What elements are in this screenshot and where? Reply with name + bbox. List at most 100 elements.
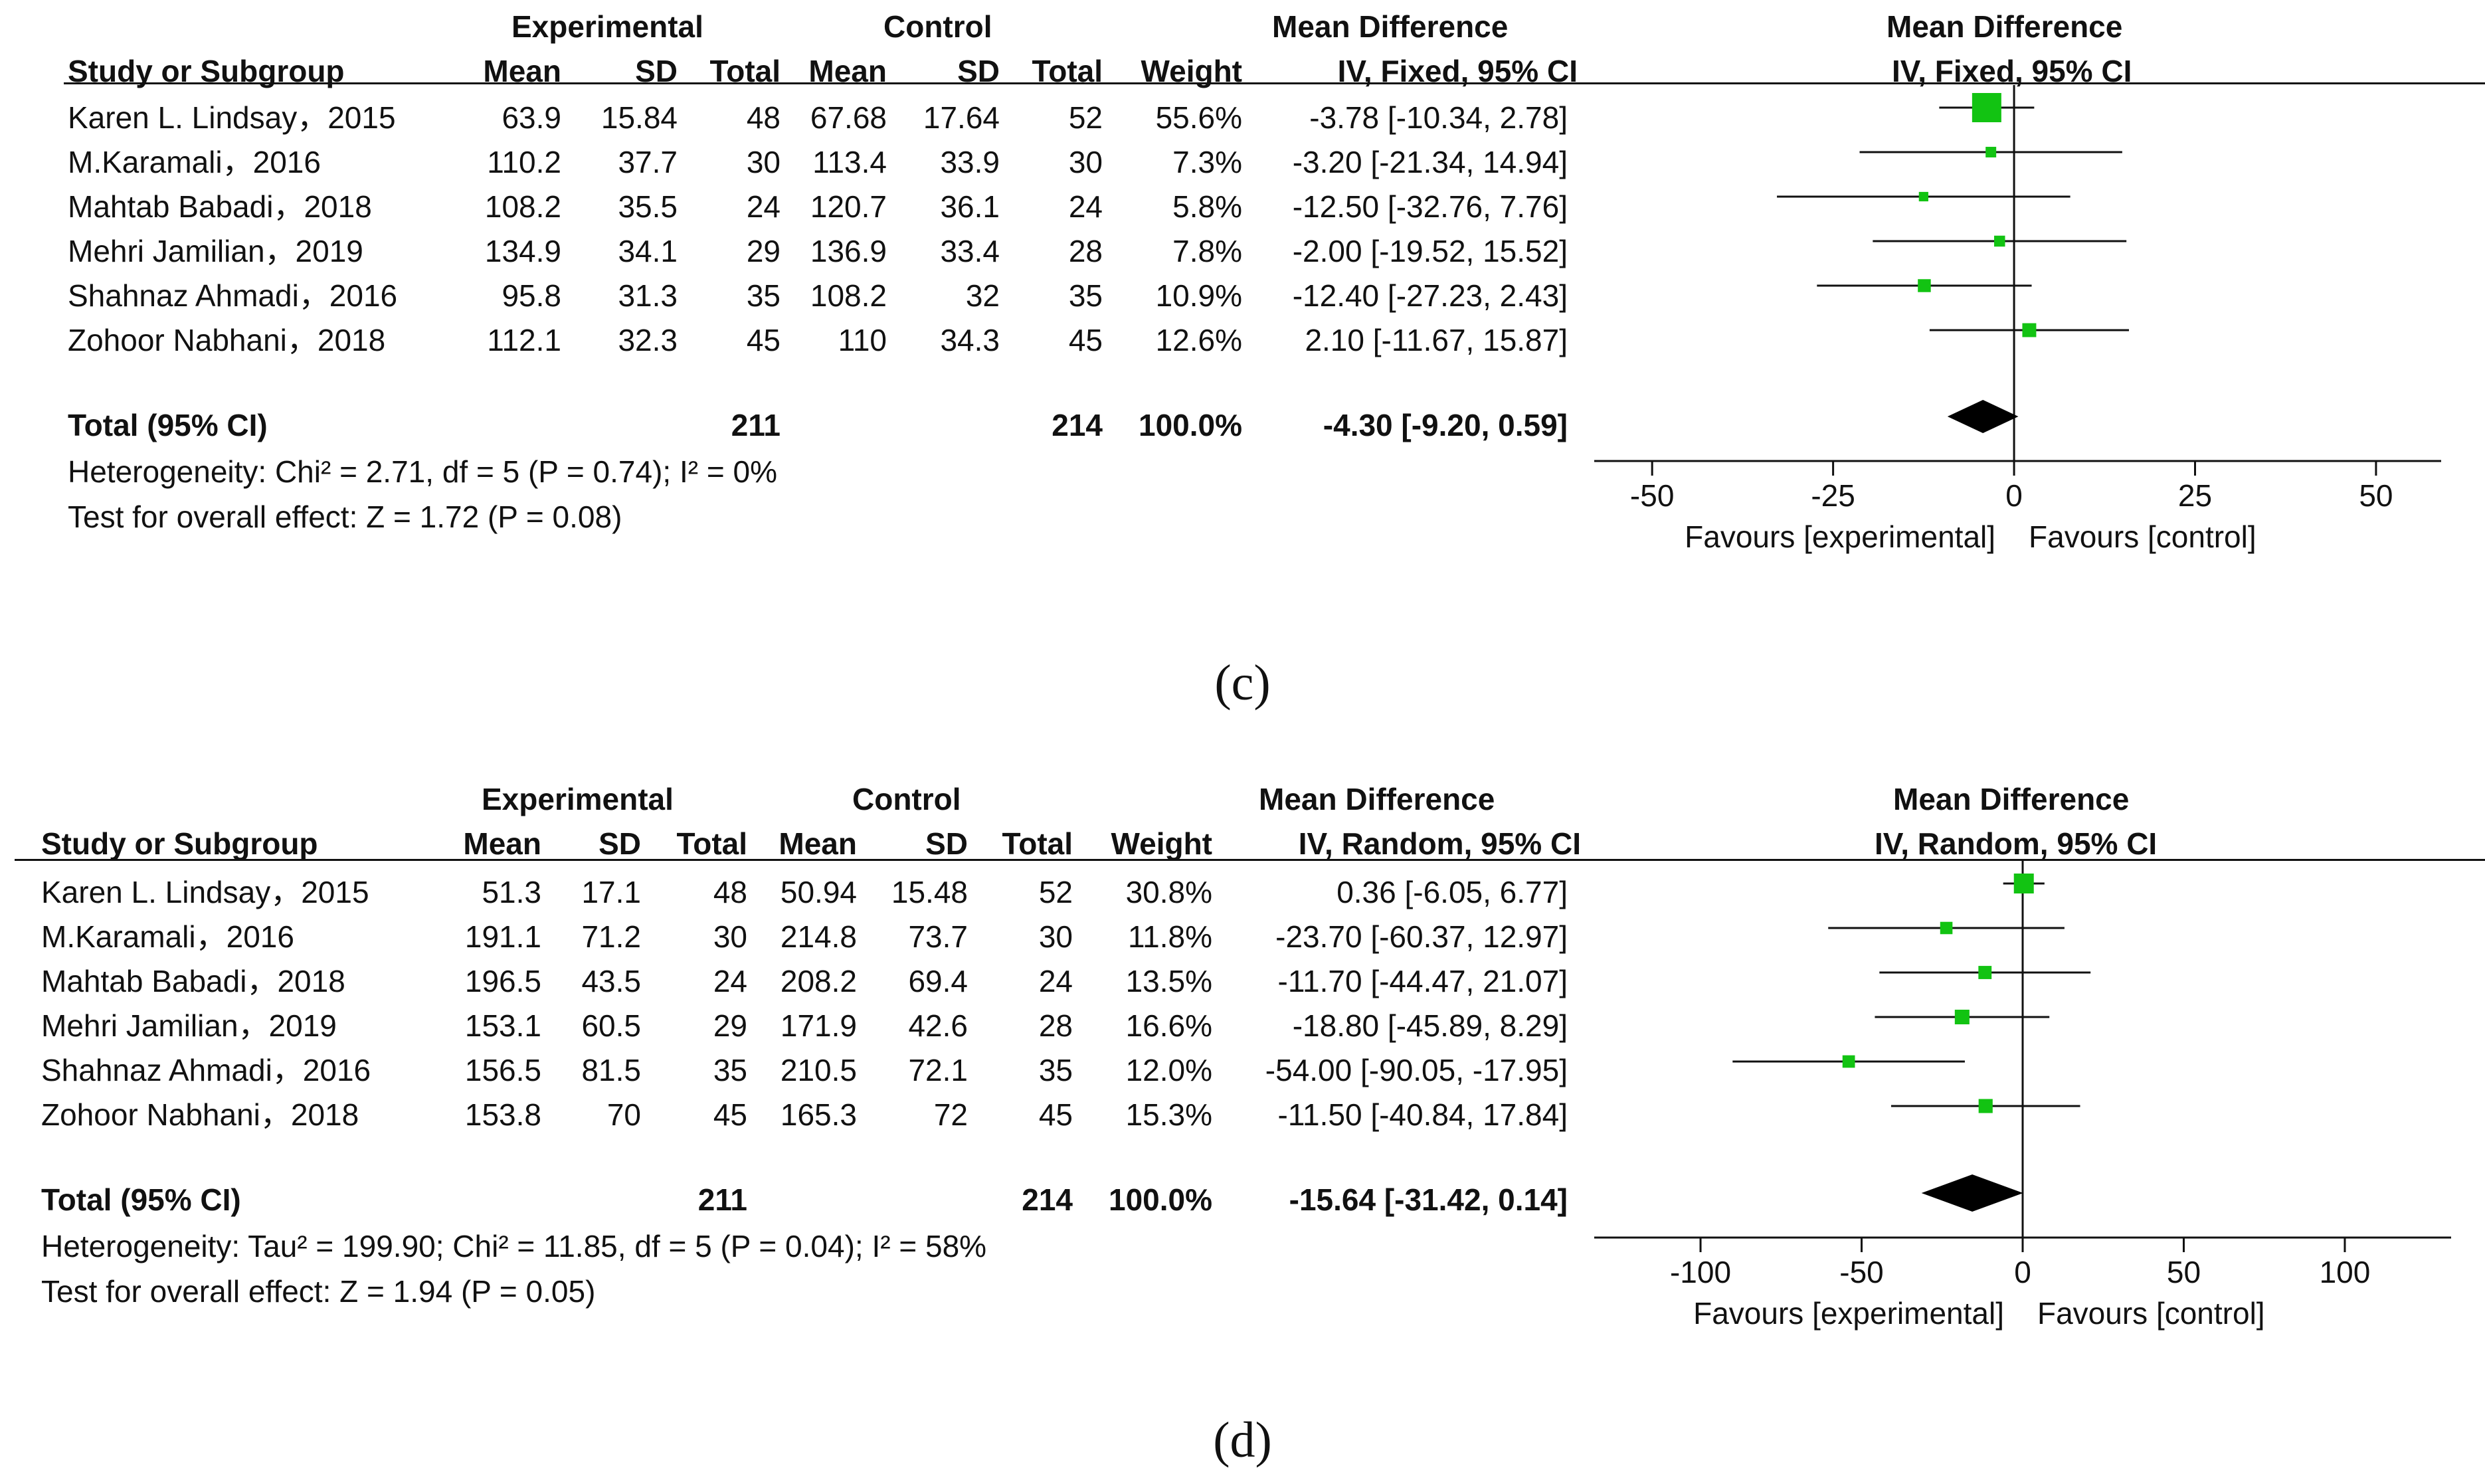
x-tick-label: 100 <box>2320 1255 2371 1289</box>
ci-text: 0.36 [-6.05, 6.77] <box>1336 875 1568 909</box>
exp-mean: 153.8 <box>464 1097 541 1132</box>
plot-header-mean-difference: Mean Difference <box>1887 9 2123 44</box>
ci-text: -11.50 [-40.84, 17.84] <box>1277 1097 1568 1132</box>
total-weight: 100.0% <box>1108 1182 1212 1217</box>
exp-total: 29 <box>713 1008 747 1043</box>
weight: 13.5% <box>1125 964 1212 998</box>
heterogeneity-text: Heterogeneity: Chi² = 2.71, df = 5 (P = … <box>68 454 777 489</box>
exp-sd: 37.7 <box>618 145 678 179</box>
header-exp-sd: SD <box>598 826 641 861</box>
exp-total: 29 <box>746 234 781 268</box>
forest-plot-area: -50 -25 0 25 50 Favours [experimental] Favours… <box>1594 85 2441 554</box>
header-control: Control <box>883 9 992 44</box>
x-tick-label: -25 <box>1811 478 1855 513</box>
study-marker <box>1940 921 1953 935</box>
weight: 7.8% <box>1172 234 1242 268</box>
x-tick-label: -50 <box>1839 1255 1883 1289</box>
exp-total: 30 <box>713 919 747 954</box>
ctl-mean: 171.9 <box>780 1008 857 1043</box>
exp-mean: 112.1 <box>487 323 561 357</box>
ctl-total: 30 <box>1038 919 1073 954</box>
exp-mean: 134.9 <box>484 234 561 268</box>
ci-text: -12.50 [-32.76, 7.76] <box>1292 189 1568 224</box>
total-weight: 100.0% <box>1138 408 1242 442</box>
header-exp-total: Total <box>709 54 781 88</box>
ctl-total: 45 <box>1038 1097 1073 1132</box>
header-exp-sd: SD <box>635 54 678 88</box>
ci-text: -3.20 [-21.34, 14.94] <box>1292 145 1568 179</box>
header-rule <box>15 859 2485 861</box>
favours-right-label: Favours [control] <box>2029 519 2256 554</box>
ctl-mean: 210.5 <box>780 1053 857 1087</box>
exp-mean: 191.1 <box>464 919 541 954</box>
ci-text: -18.80 [-45.89, 8.29] <box>1292 1008 1568 1043</box>
total-ctl-total: 214 <box>1052 408 1103 442</box>
ctl-total: 45 <box>1068 323 1103 357</box>
x-tick-label: 50 <box>2359 478 2393 513</box>
ctl-sd: 69.4 <box>908 964 968 998</box>
ctl-mean: 214.8 <box>780 919 857 954</box>
ctl-sd: 32 <box>965 278 1000 313</box>
ctl-total: 24 <box>1038 964 1073 998</box>
header-control: Control <box>852 782 961 816</box>
ctl-mean: 50.94 <box>780 875 857 909</box>
favours-right-label: Favours [control] <box>2037 1296 2265 1331</box>
ctl-sd: 72.1 <box>908 1053 968 1087</box>
ctl-total: 52 <box>1038 875 1073 909</box>
exp-sd: 15.84 <box>600 100 678 135</box>
header-ctl-sd: SD <box>957 54 1000 88</box>
total-label: Total (95% CI) <box>68 408 268 442</box>
study-name: Shahnaz Ahmadi，2016 <box>68 278 398 313</box>
total-exp-total: 211 <box>697 1182 747 1217</box>
ctl-sd: 17.64 <box>923 100 1000 135</box>
header-weight: Weight <box>1141 54 1242 88</box>
header-study-or-subgroup: Study or Subgroup <box>68 54 345 88</box>
ctl-mean: 208.2 <box>780 964 857 998</box>
ctl-sd: 33.4 <box>940 234 1000 268</box>
exp-sd: 32.3 <box>618 323 678 357</box>
ctl-sd: 33.9 <box>940 145 1000 179</box>
ctl-mean: 108.2 <box>810 278 887 313</box>
exp-sd: 17.1 <box>581 875 641 909</box>
study-name: Mehri Jamilian，2019 <box>68 234 363 268</box>
ctl-mean: 120.7 <box>810 189 887 224</box>
study-name: M.Karamali，2016 <box>41 919 294 954</box>
ctl-sd: 34.3 <box>940 323 1000 357</box>
x-tick-label: 0 <box>2005 478 2023 513</box>
exp-sd: 70 <box>606 1097 641 1132</box>
ctl-sd: 42.6 <box>908 1008 968 1043</box>
study-marker <box>2013 874 2034 893</box>
weight: 10.9% <box>1155 278 1242 313</box>
study-marker <box>1918 191 1928 202</box>
study-name: M.Karamali，2016 <box>68 145 321 179</box>
exp-mean: 153.1 <box>464 1008 541 1043</box>
total-ci-text: -4.30 [-9.20, 0.59] <box>1323 408 1568 442</box>
exp-sd: 35.5 <box>618 189 678 224</box>
pooled-diamond <box>1921 1174 2023 1212</box>
exp-total: 24 <box>713 964 747 998</box>
ctl-total: 35 <box>1068 278 1103 313</box>
header-experimental: Experimental <box>482 782 674 816</box>
study-marker <box>1994 235 2005 247</box>
pooled-diamond <box>1947 400 2019 433</box>
exp-sd: 31.3 <box>618 278 678 313</box>
favours-left-label: Favours [experimental] <box>1693 1296 2004 1331</box>
exp-mean: 51.3 <box>482 875 541 909</box>
weight: 7.3% <box>1172 145 1242 179</box>
exp-total: 45 <box>746 323 781 357</box>
study-marker <box>1954 1009 1970 1025</box>
forest-plot-area: -100 -50 0 50 100 Favours [experimental] Favou… <box>1594 861 2451 1331</box>
header-ctl-total: Total <box>1002 826 1073 861</box>
header-mean-difference: Mean Difference <box>1272 9 1509 44</box>
exp-total: 45 <box>713 1097 747 1132</box>
header-rule <box>64 82 2485 84</box>
ctl-sd: 36.1 <box>940 189 1000 224</box>
exp-total: 35 <box>713 1053 747 1087</box>
heterogeneity-text: Heterogeneity: Tau² = 199.90; Chi² = 11.… <box>41 1229 987 1263</box>
weight: 15.3% <box>1125 1097 1212 1132</box>
ctl-mean: 165.3 <box>780 1097 857 1132</box>
ci-text: -2.00 [-19.52, 15.52] <box>1292 234 1568 268</box>
exp-mean: 156.5 <box>464 1053 541 1087</box>
study-name: Karen L. Lindsay，2015 <box>68 100 396 135</box>
weight: 16.6% <box>1125 1008 1212 1043</box>
